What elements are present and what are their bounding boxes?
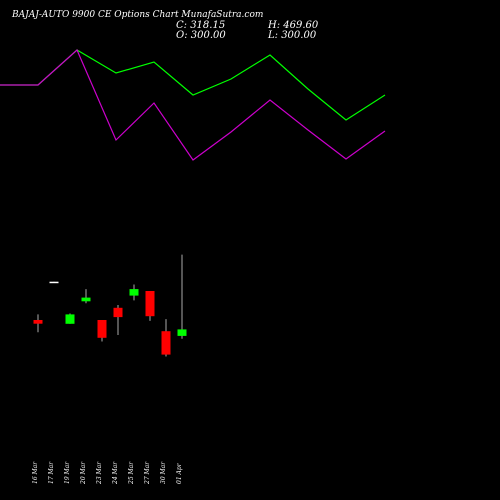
low-value: L: 300.00 xyxy=(268,30,317,41)
high-value: H: 469.60 xyxy=(268,20,319,31)
candle-body xyxy=(129,289,139,296)
chart-title: BAJAJ-AUTO 9900 CE Options Chart MunafaS… xyxy=(12,10,264,20)
x-tick-label: 24 Mar xyxy=(112,461,119,485)
open-value: O: 300.00 xyxy=(176,30,226,41)
x-tick-label: 20 Mar xyxy=(80,461,87,485)
close-value: C: 318.15 xyxy=(176,20,226,31)
x-tick-label: 01 Apr xyxy=(176,462,183,484)
candle-body xyxy=(145,291,155,317)
x-tick-label: 16 Mar xyxy=(32,461,39,484)
candle-body xyxy=(177,329,187,336)
x-tick-label: 19 Mar xyxy=(64,461,71,484)
candle-body xyxy=(81,297,91,302)
x-tick-label: 30 Mar xyxy=(160,461,167,484)
candle-body xyxy=(49,281,59,284)
candle-body xyxy=(113,307,123,318)
upper-line-series xyxy=(0,49,386,121)
x-tick-label: 27 Mar xyxy=(144,461,151,485)
x-tick-label: 23 Mar xyxy=(96,461,103,485)
candle-body xyxy=(97,320,107,338)
lower-line-series xyxy=(0,48,386,161)
x-tick-label: 17 Mar xyxy=(48,461,55,484)
x-tick-label: 25 Mar xyxy=(128,461,135,485)
candle-body xyxy=(161,331,171,355)
candle-body xyxy=(65,314,75,324)
candle-body xyxy=(33,320,43,324)
